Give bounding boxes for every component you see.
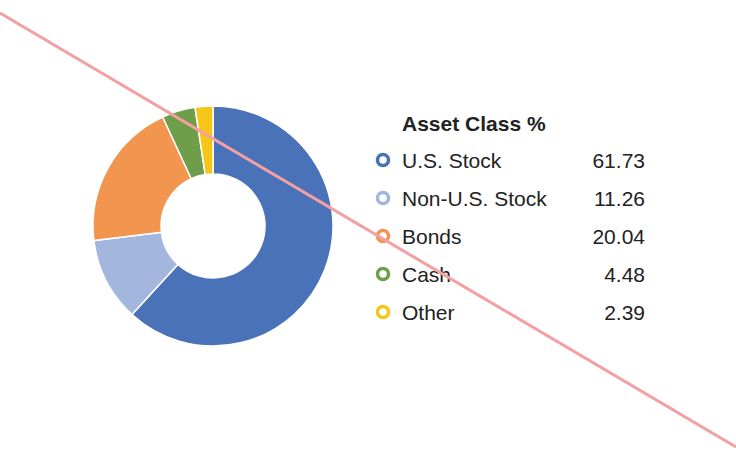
legend-title: Asset Class % bbox=[402, 112, 546, 135]
legend-value: 11.26 bbox=[594, 187, 645, 210]
strike-line bbox=[0, 13, 736, 447]
chart-container: Asset Class % U.S. Stock 61.73 Non-U.S. Sto… bbox=[0, 0, 736, 450]
legend-label: Non-U.S. Stock bbox=[402, 187, 547, 210]
slice bbox=[94, 232, 178, 314]
legend-label: U.S. Stock bbox=[402, 149, 502, 172]
donut bbox=[93, 106, 333, 346]
legend-label: Bonds bbox=[402, 225, 462, 248]
legend-value: 4.48 bbox=[604, 263, 645, 286]
legend-marker bbox=[378, 155, 389, 166]
chart-svg: Asset Class % U.S. Stock 61.73 Non-U.S. Sto… bbox=[0, 0, 736, 450]
legend: Asset Class % U.S. Stock 61.73 Non-U.S. Sto… bbox=[378, 112, 646, 324]
legend-value: 61.73 bbox=[592, 149, 645, 172]
legend-marker bbox=[378, 193, 389, 204]
slice bbox=[195, 106, 213, 175]
legend-marker bbox=[378, 269, 389, 280]
legend-value: 2.39 bbox=[604, 301, 645, 324]
legend-label: Other bbox=[402, 301, 455, 324]
legend-value: 20.04 bbox=[592, 225, 645, 248]
legend-marker bbox=[378, 307, 389, 318]
